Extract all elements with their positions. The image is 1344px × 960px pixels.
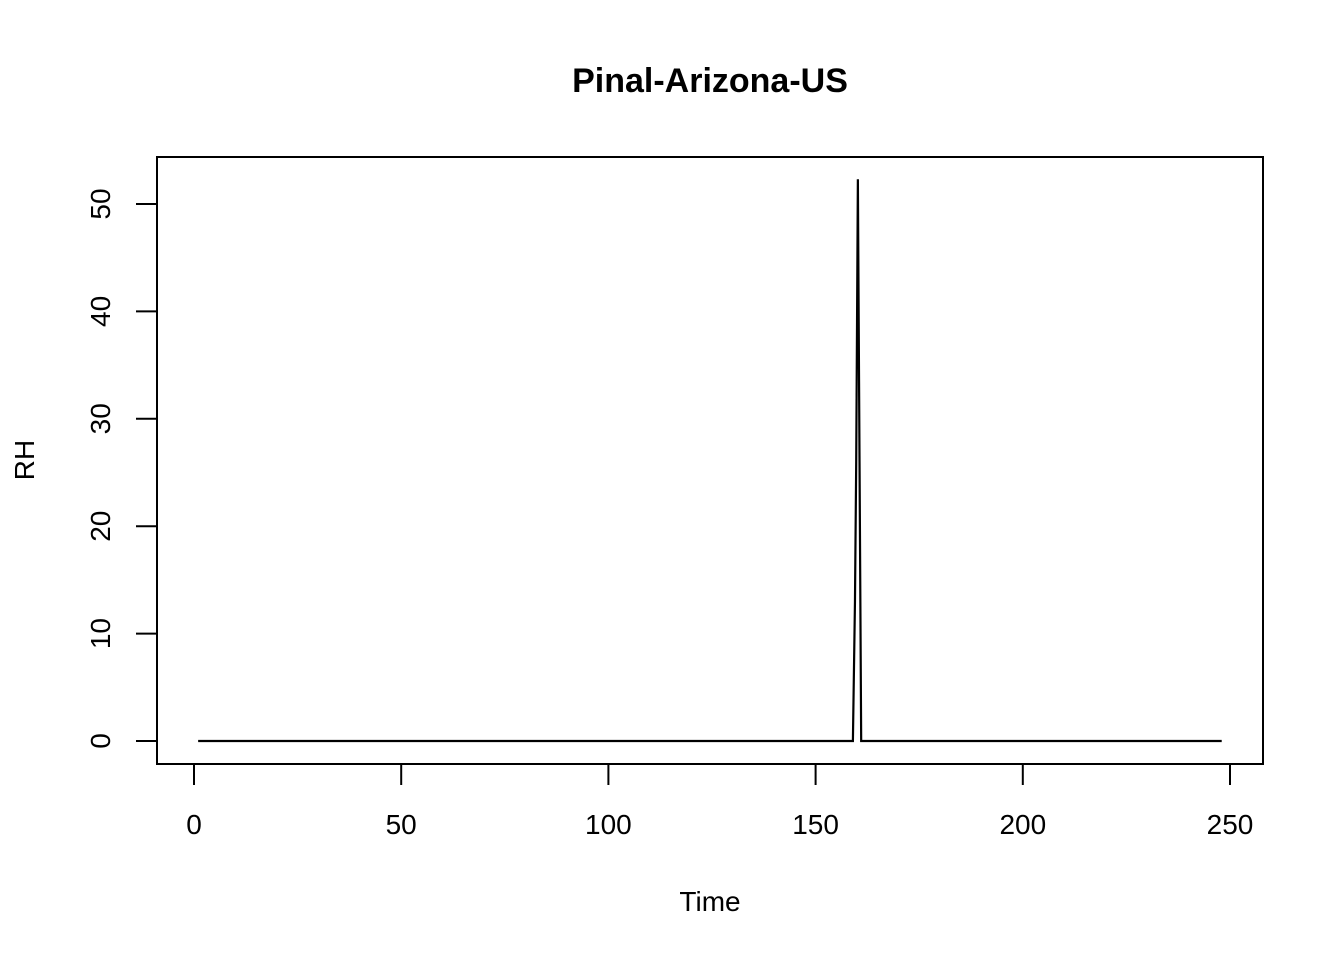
y-tick-label: 0 [85, 733, 116, 749]
rh-series-line [198, 179, 1222, 743]
y-tick-label: 40 [85, 296, 116, 327]
y-axis-label: RH [9, 440, 40, 480]
x-tick-label: 150 [792, 809, 839, 840]
x-axis: 0 50 100 150 200 250 [186, 763, 1254, 840]
x-tick-label: 100 [585, 809, 632, 840]
chart-title: Pinal-Arizona-US [572, 62, 848, 100]
x-tick-label: 50 [386, 809, 417, 840]
x-tick-label: 250 [1207, 809, 1254, 840]
series-layer [198, 179, 1222, 743]
x-tick-label: 200 [999, 809, 1046, 840]
plot-frame [156, 156, 1264, 765]
y-tick-label: 10 [85, 618, 116, 649]
y-tick-label: 30 [85, 403, 116, 434]
y-axis: 0 10 20 30 40 50 [85, 188, 158, 749]
x-tick-label: 0 [186, 809, 202, 840]
y-tick-label: 20 [85, 511, 116, 542]
x-axis-label: Time [679, 886, 740, 917]
y-tick-label: 50 [85, 188, 116, 219]
